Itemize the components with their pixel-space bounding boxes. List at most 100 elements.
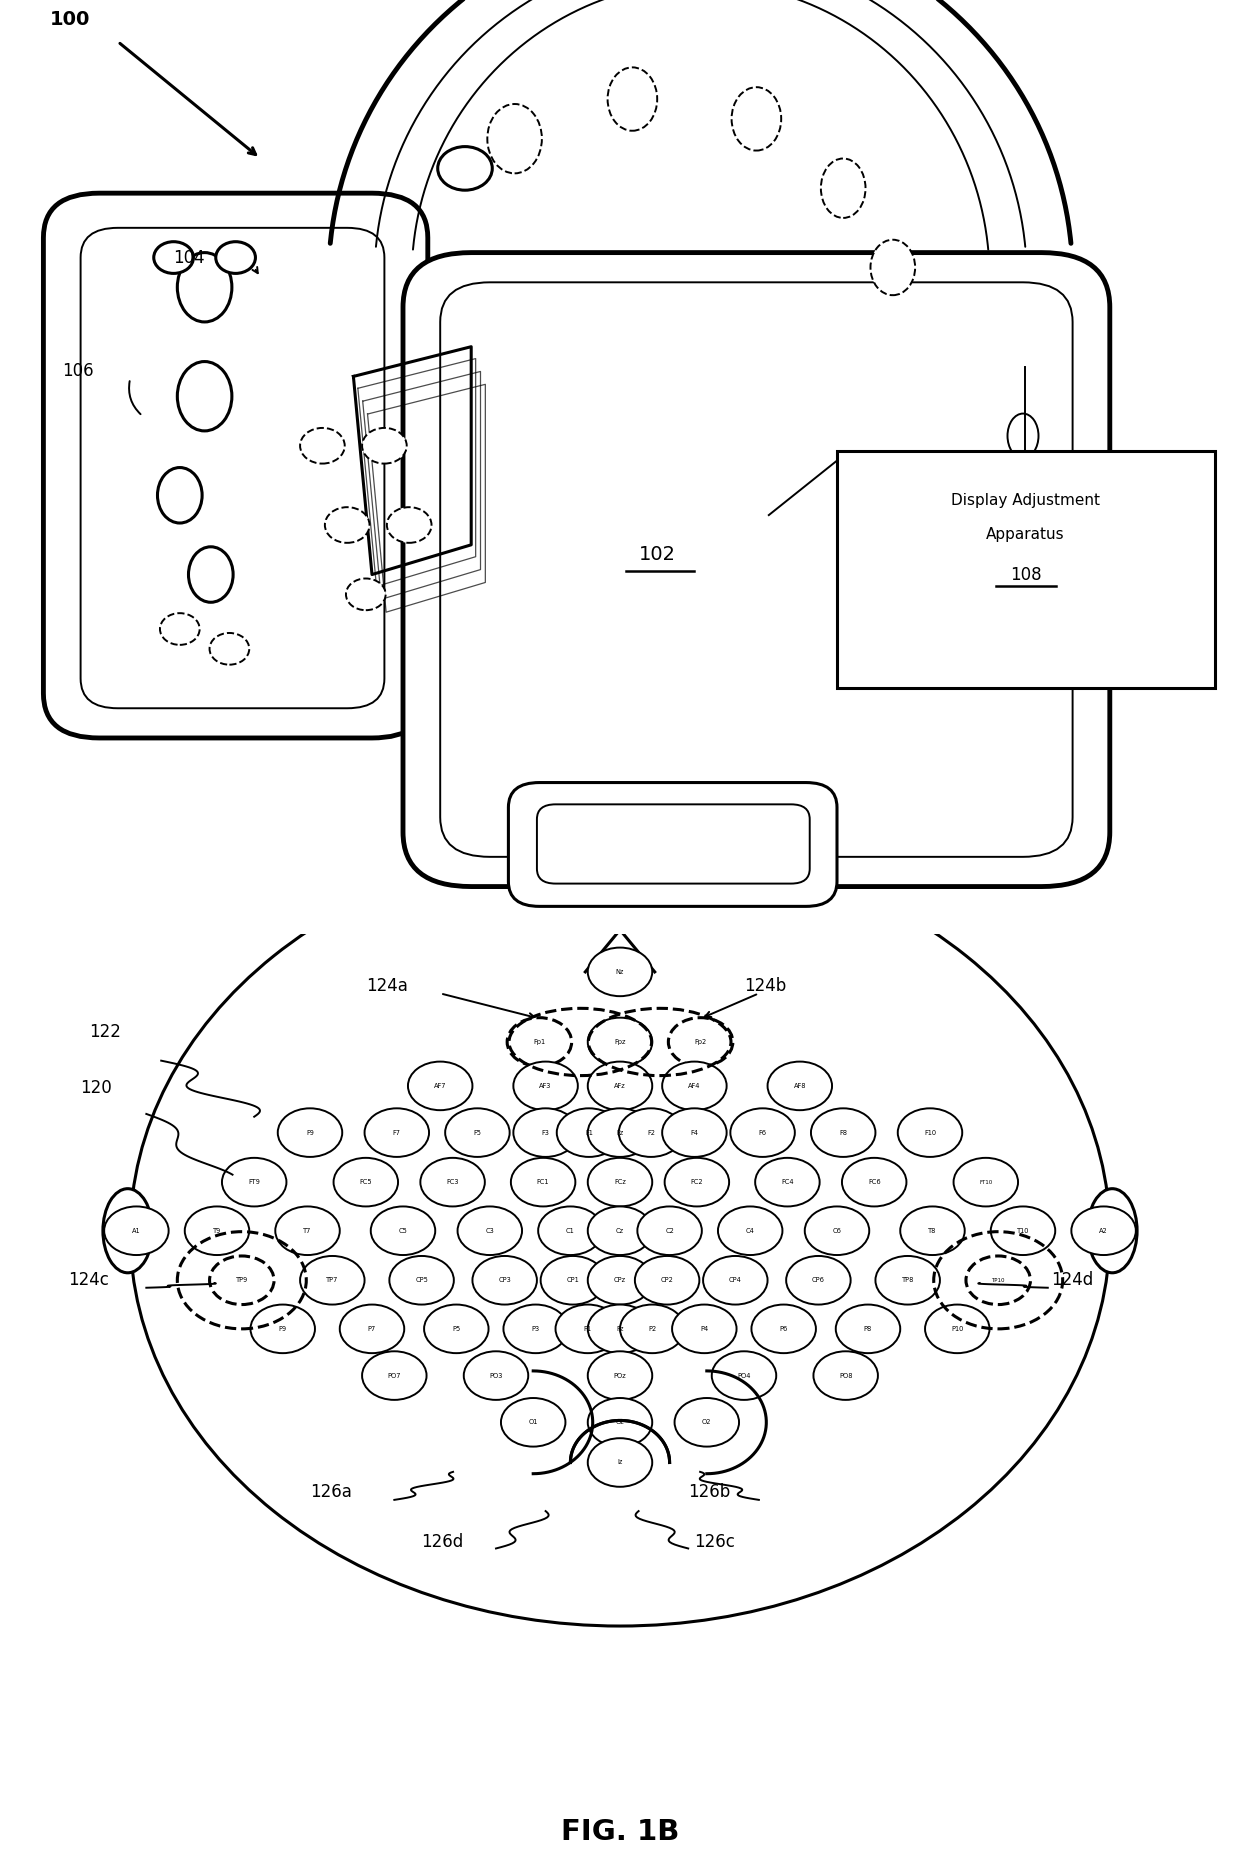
Text: C1: C1 xyxy=(565,1228,575,1234)
Circle shape xyxy=(557,1108,621,1157)
Text: P8: P8 xyxy=(864,1325,872,1333)
Text: Fz: Fz xyxy=(616,1129,624,1136)
Text: FC2: FC2 xyxy=(691,1179,703,1185)
Text: PO7: PO7 xyxy=(388,1372,401,1379)
Circle shape xyxy=(445,1108,510,1157)
FancyBboxPatch shape xyxy=(837,450,1215,688)
Text: FC4: FC4 xyxy=(781,1179,794,1185)
Circle shape xyxy=(210,1256,274,1305)
Text: P4: P4 xyxy=(701,1325,708,1333)
Text: P6: P6 xyxy=(780,1325,787,1333)
Circle shape xyxy=(275,1207,340,1256)
Text: Fp2: Fp2 xyxy=(694,1039,707,1045)
Circle shape xyxy=(588,1305,652,1353)
Text: AF3: AF3 xyxy=(539,1082,552,1090)
Text: C3: C3 xyxy=(485,1228,495,1234)
Polygon shape xyxy=(353,346,471,574)
Text: T10: T10 xyxy=(1017,1228,1029,1234)
Circle shape xyxy=(588,1017,652,1065)
Ellipse shape xyxy=(188,548,233,602)
Circle shape xyxy=(991,1207,1055,1256)
Circle shape xyxy=(588,1351,652,1400)
Text: FCz: FCz xyxy=(614,1179,626,1185)
Text: P1: P1 xyxy=(584,1325,591,1333)
Circle shape xyxy=(1071,1207,1136,1256)
Circle shape xyxy=(424,1305,489,1353)
Circle shape xyxy=(768,1062,832,1110)
Circle shape xyxy=(408,1062,472,1110)
Circle shape xyxy=(755,1157,820,1207)
Ellipse shape xyxy=(103,1189,153,1273)
Circle shape xyxy=(346,579,386,609)
Circle shape xyxy=(842,1157,906,1207)
Circle shape xyxy=(541,1256,605,1305)
Circle shape xyxy=(438,146,492,191)
Ellipse shape xyxy=(870,239,915,295)
Text: 100: 100 xyxy=(50,9,91,28)
Circle shape xyxy=(966,1256,1030,1305)
Text: P10: P10 xyxy=(951,1325,963,1333)
Circle shape xyxy=(588,1062,652,1110)
Circle shape xyxy=(619,1108,683,1157)
Circle shape xyxy=(501,1398,565,1447)
Circle shape xyxy=(703,1256,768,1305)
Circle shape xyxy=(925,1305,990,1353)
Text: Oz: Oz xyxy=(615,1419,625,1426)
Circle shape xyxy=(751,1305,816,1353)
Text: FT9: FT9 xyxy=(248,1179,260,1185)
Text: C5: C5 xyxy=(398,1228,408,1234)
Circle shape xyxy=(362,1351,427,1400)
Text: 126c: 126c xyxy=(694,1533,735,1551)
Text: F7: F7 xyxy=(393,1129,401,1136)
Text: FC6: FC6 xyxy=(868,1179,880,1185)
Circle shape xyxy=(588,1207,652,1256)
Text: T7: T7 xyxy=(304,1228,311,1234)
Circle shape xyxy=(464,1351,528,1400)
Text: P9: P9 xyxy=(279,1325,286,1333)
Text: 120: 120 xyxy=(81,1080,113,1097)
Circle shape xyxy=(588,1398,652,1447)
Text: A1: A1 xyxy=(133,1228,140,1234)
Text: CP5: CP5 xyxy=(415,1277,428,1284)
Text: TP7: TP7 xyxy=(326,1277,339,1284)
Circle shape xyxy=(325,506,370,542)
Text: PO4: PO4 xyxy=(738,1372,750,1379)
Text: 124b: 124b xyxy=(744,977,786,994)
Text: 124c: 124c xyxy=(68,1271,109,1290)
Text: POz: POz xyxy=(614,1372,626,1379)
Text: FC1: FC1 xyxy=(537,1179,549,1185)
Ellipse shape xyxy=(130,841,1110,1626)
Circle shape xyxy=(472,1256,537,1305)
Text: F5: F5 xyxy=(474,1129,481,1136)
Text: Nz: Nz xyxy=(616,968,624,976)
Text: C4: C4 xyxy=(745,1228,755,1234)
Text: P7: P7 xyxy=(368,1325,376,1333)
Circle shape xyxy=(588,1256,652,1305)
Circle shape xyxy=(300,428,345,464)
Circle shape xyxy=(420,1157,485,1207)
Text: TP10: TP10 xyxy=(992,1278,1004,1282)
Text: C6: C6 xyxy=(832,1228,842,1234)
Text: CP6: CP6 xyxy=(812,1277,825,1284)
Text: Fpz: Fpz xyxy=(614,1039,626,1045)
Text: 104: 104 xyxy=(174,249,206,267)
Text: 126d: 126d xyxy=(422,1533,464,1551)
Text: T8: T8 xyxy=(929,1228,936,1234)
Circle shape xyxy=(668,1017,733,1065)
Text: 102: 102 xyxy=(639,546,676,564)
Ellipse shape xyxy=(157,467,202,523)
Circle shape xyxy=(662,1062,727,1110)
Text: T9: T9 xyxy=(213,1228,221,1234)
Text: CPz: CPz xyxy=(614,1277,626,1284)
Circle shape xyxy=(588,1157,652,1207)
Circle shape xyxy=(900,1207,965,1256)
Text: P3: P3 xyxy=(532,1325,539,1333)
Ellipse shape xyxy=(1007,413,1039,458)
Circle shape xyxy=(556,1305,620,1353)
Circle shape xyxy=(672,1305,737,1353)
Text: Apparatus: Apparatus xyxy=(986,527,1065,542)
Ellipse shape xyxy=(177,361,232,432)
Ellipse shape xyxy=(487,105,542,174)
Circle shape xyxy=(216,241,255,273)
Circle shape xyxy=(718,1207,782,1256)
